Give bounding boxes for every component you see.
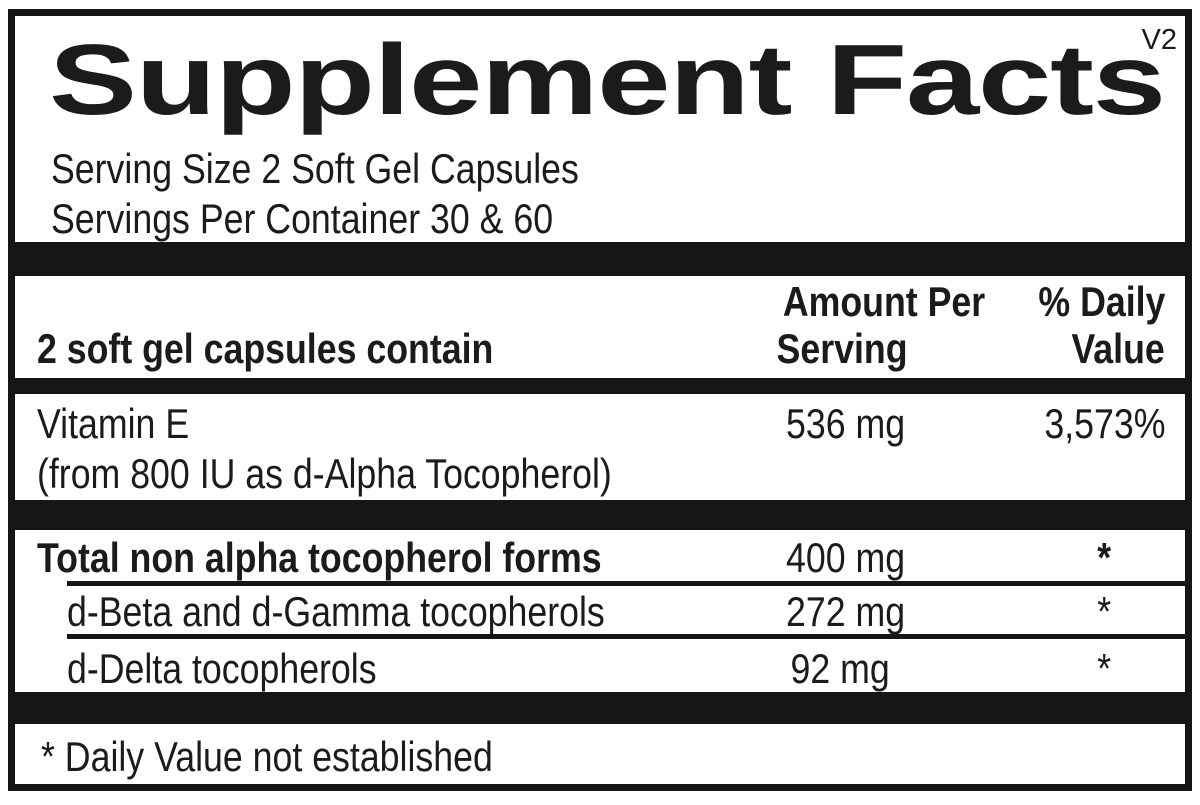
table-row-beta-gamma: d-Beta and d-Gamma tocopherols 272 mg *: [15, 586, 1185, 635]
divider-bar-bottom: [15, 692, 1185, 724]
serving-info: Serving Size 2 Soft Gel Capsules Serving…: [15, 144, 1185, 242]
daily-value-footnote: * Daily Value not established: [41, 733, 493, 780]
supplement-facts-panel: Supplement Facts V2 Serving Size 2 Soft …: [8, 9, 1192, 791]
servings-per-container-text: Servings Per Container 30 & 60: [51, 195, 554, 242]
ingredient-name: d-Delta tocopherols: [67, 645, 377, 692]
divider-bar-top: [15, 242, 1185, 276]
amount-value: 272 mg: [786, 588, 906, 635]
table-row-delta: d-Delta tocopherols 92 mg *: [15, 639, 1185, 692]
divider-bar-middle: [15, 500, 1185, 530]
table-row-total-non-alpha: Total non alpha tocopherol forms 400 mg …: [15, 530, 1185, 581]
amount-column-header: Amount Per Serving: [776, 278, 986, 372]
ingredient-column-header: 2 soft gel capsules contain: [37, 325, 494, 372]
ingredient-name: Vitamin E (from 800 IU as d-Alpha Tocoph…: [37, 400, 612, 497]
daily-value-asterisk: *: [1097, 534, 1111, 581]
ingredient-name: d-Beta and d-Gamma tocopherols: [67, 588, 605, 635]
row-separator: [67, 634, 1185, 639]
version-tag: V2: [1141, 24, 1177, 56]
daily-value-column-header: % Daily Value: [1038, 278, 1165, 372]
serving-size-text: Serving Size 2 Soft Gel Capsules: [51, 145, 579, 192]
footnote-row: * Daily Value not established: [15, 724, 1185, 782]
ingredient-detail: (from 800 IU as d-Alpha Tocopherol): [37, 450, 612, 497]
daily-value-asterisk: *: [1097, 645, 1111, 692]
table-header-row: 2 soft gel capsules contain Amount Per S…: [15, 276, 1185, 378]
amount-value: 92 mg: [790, 645, 890, 692]
daily-value-asterisk: *: [1097, 588, 1111, 635]
title-row: Supplement Facts V2: [15, 16, 1185, 144]
amount-value: 536 mg: [786, 400, 906, 447]
ingredient-name: Total non alpha tocopherol forms: [37, 534, 602, 581]
daily-value: 3,573%: [1043, 400, 1165, 447]
divider-bar-header: [15, 378, 1185, 394]
row-separator: [67, 581, 1185, 586]
table-row-vitamin-e: Vitamin E (from 800 IU as d-Alpha Tocoph…: [15, 394, 1185, 500]
panel-title: Supplement Facts: [49, 24, 1166, 136]
amount-value: 400 mg: [786, 534, 906, 581]
